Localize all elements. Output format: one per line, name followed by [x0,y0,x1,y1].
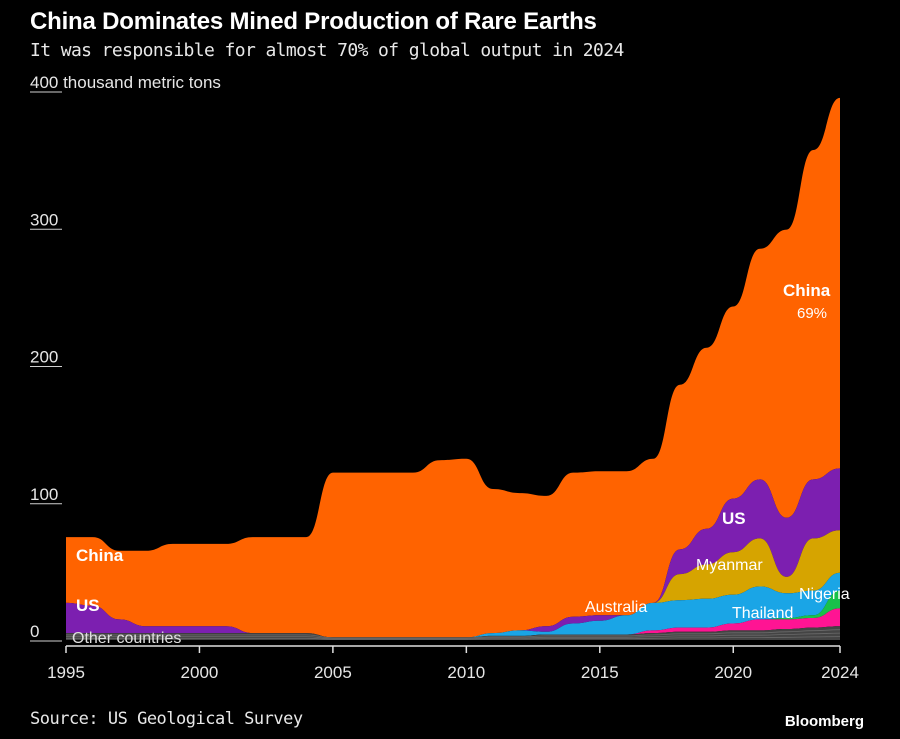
x-tick-label: 2010 [447,663,485,682]
chart-title: China Dominates Mined Production of Rare… [30,8,597,35]
area-layer [65,97,841,640]
label-69-: 69% [797,305,827,322]
y-axis: 0 100 200 300 400 thousand metric tons [30,73,221,642]
x-tick-label: 2020 [714,663,752,682]
other-countries-line [66,632,841,640]
label-us: US [76,596,100,615]
x-tick-label: 2015 [581,663,619,682]
label-nigeria: Nigeria [799,586,850,603]
other-countries-line [65,629,841,639]
source-note: Source: US Geological Survey [30,709,303,729]
label-china: China [783,281,831,300]
label-myanmar: Myanmar [696,557,763,574]
chart-subtitle: It was responsible for almost 70% of glo… [30,40,624,61]
label-australia: Australia [585,599,647,616]
x-axis: 1995 2000 2005 2010 2015 2020 2024 [47,645,859,682]
label-other-countries: Other countries [72,630,181,647]
y-tick-label: 300 [30,210,58,229]
y-tick-label: 200 [30,348,58,367]
series-label-layer: China 69% China US US Myanmar Australia Thailan… [72,281,850,647]
label-us: US [722,509,746,528]
y-tick-label: 0 [30,622,39,641]
x-tick-label: 1995 [47,663,85,682]
label-thailand: Thailand [732,605,793,622]
x-tick-label: 2005 [314,663,352,682]
label-china: China [76,546,124,565]
other-countries-line [66,636,841,640]
y-tick-label: 100 [30,485,58,504]
area-china [66,97,840,638]
area-australia [66,572,840,638]
brand-logo: Bloomberg [784,713,864,730]
y-tick-label: 400 thousand metric tons [30,73,221,92]
x-tick-label: 2000 [181,663,219,682]
area-us [66,468,840,638]
x-tick-label: 2024 [821,663,859,682]
area-myanmar [66,530,840,638]
